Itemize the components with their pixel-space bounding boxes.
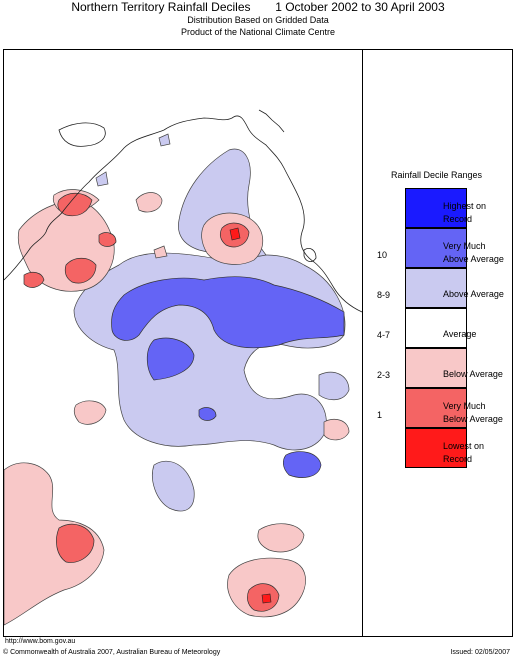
map-area: [3, 50, 363, 636]
decile-map: [3, 109, 363, 626]
swatch-very-much-below: [405, 388, 467, 428]
map-title: Northern Territory Rainfall Deciles 1 Oc…: [0, 0, 516, 14]
subtitle-gridded: Distribution Based on Gridded Data: [187, 15, 329, 25]
below-average-east-small: [323, 418, 350, 441]
legend-label-above-average: Above Average: [443, 289, 504, 299]
legend-label-very-much-above: Very Much Above Average: [443, 241, 504, 264]
very-much-below-north: [57, 192, 93, 217]
below-average-mid: [135, 192, 163, 213]
below-average-center: [73, 400, 107, 425]
below-average-west: [3, 462, 105, 626]
very-much-below-west: [64, 257, 97, 284]
groote-island: [303, 248, 317, 262]
legend-divider: [362, 50, 363, 636]
swatch-average: [405, 308, 467, 348]
tiwi-islands: [58, 122, 106, 147]
footer-url[interactable]: http://www.bom.gov.au: [5, 638, 76, 645]
above-average-small: [95, 171, 109, 187]
range-label-2-3: 2-3: [377, 370, 391, 380]
title-text: Northern Territory Rainfall Deciles: [71, 0, 251, 14]
below-average-south: [257, 523, 305, 553]
very-much-above-inner: [146, 337, 195, 381]
range-label-10: 10: [377, 250, 388, 260]
very-much-above-small: [198, 407, 217, 421]
legend-label-highest: Highest on Record: [443, 201, 487, 224]
range-label-8-9: 8-9: [377, 290, 391, 300]
legend-label-very-much-below: Very Much Below Average: [443, 401, 503, 424]
lowest-record-south: [261, 593, 272, 604]
swatch-lowest-on-record: [405, 428, 467, 468]
above-average-east: [318, 371, 350, 401]
above-average-south: [152, 460, 195, 512]
swatch-highest-on-record: [405, 188, 467, 228]
swatch-above-average: [405, 268, 467, 308]
legend-title: Rainfall Decile Ranges: [391, 170, 483, 180]
legend: Rainfall Decile Ranges Highest on Record …: [363, 50, 512, 636]
footer-issued: Issued: 02/05/2007: [450, 649, 510, 656]
very-much-above-east: [282, 451, 322, 478]
footer-copyright: © Commonwealth of Australia 2007, Austra…: [3, 649, 221, 656]
very-much-above-region: [111, 276, 345, 349]
range-label-4-7: 4-7: [377, 330, 391, 340]
above-average-small-2: [158, 133, 171, 147]
legend-label-lowest: Lowest on Record: [443, 441, 485, 464]
wessel-islands: [258, 109, 285, 133]
very-much-below-northwest-small: [98, 232, 117, 247]
map-frame: Rainfall Decile Ranges Highest on Record …: [3, 49, 513, 637]
lowest-record-arnhem: [229, 227, 241, 241]
swatch-below-average: [405, 348, 467, 388]
very-much-below-coast: [23, 271, 45, 288]
swatch-very-much-above: [405, 228, 467, 268]
legend-label-average: Average: [443, 329, 477, 339]
below-average-small: [153, 245, 168, 259]
legend-label-below-average: Below Average: [443, 369, 503, 379]
coastline: [3, 115, 363, 313]
very-much-below-southwest: [56, 523, 95, 563]
period-text: 1 October 2002 to 30 April 2003: [275, 0, 445, 14]
range-label-1: 1: [377, 410, 383, 420]
subtitle-product: Product of the National Climate Centre: [180, 27, 336, 37]
